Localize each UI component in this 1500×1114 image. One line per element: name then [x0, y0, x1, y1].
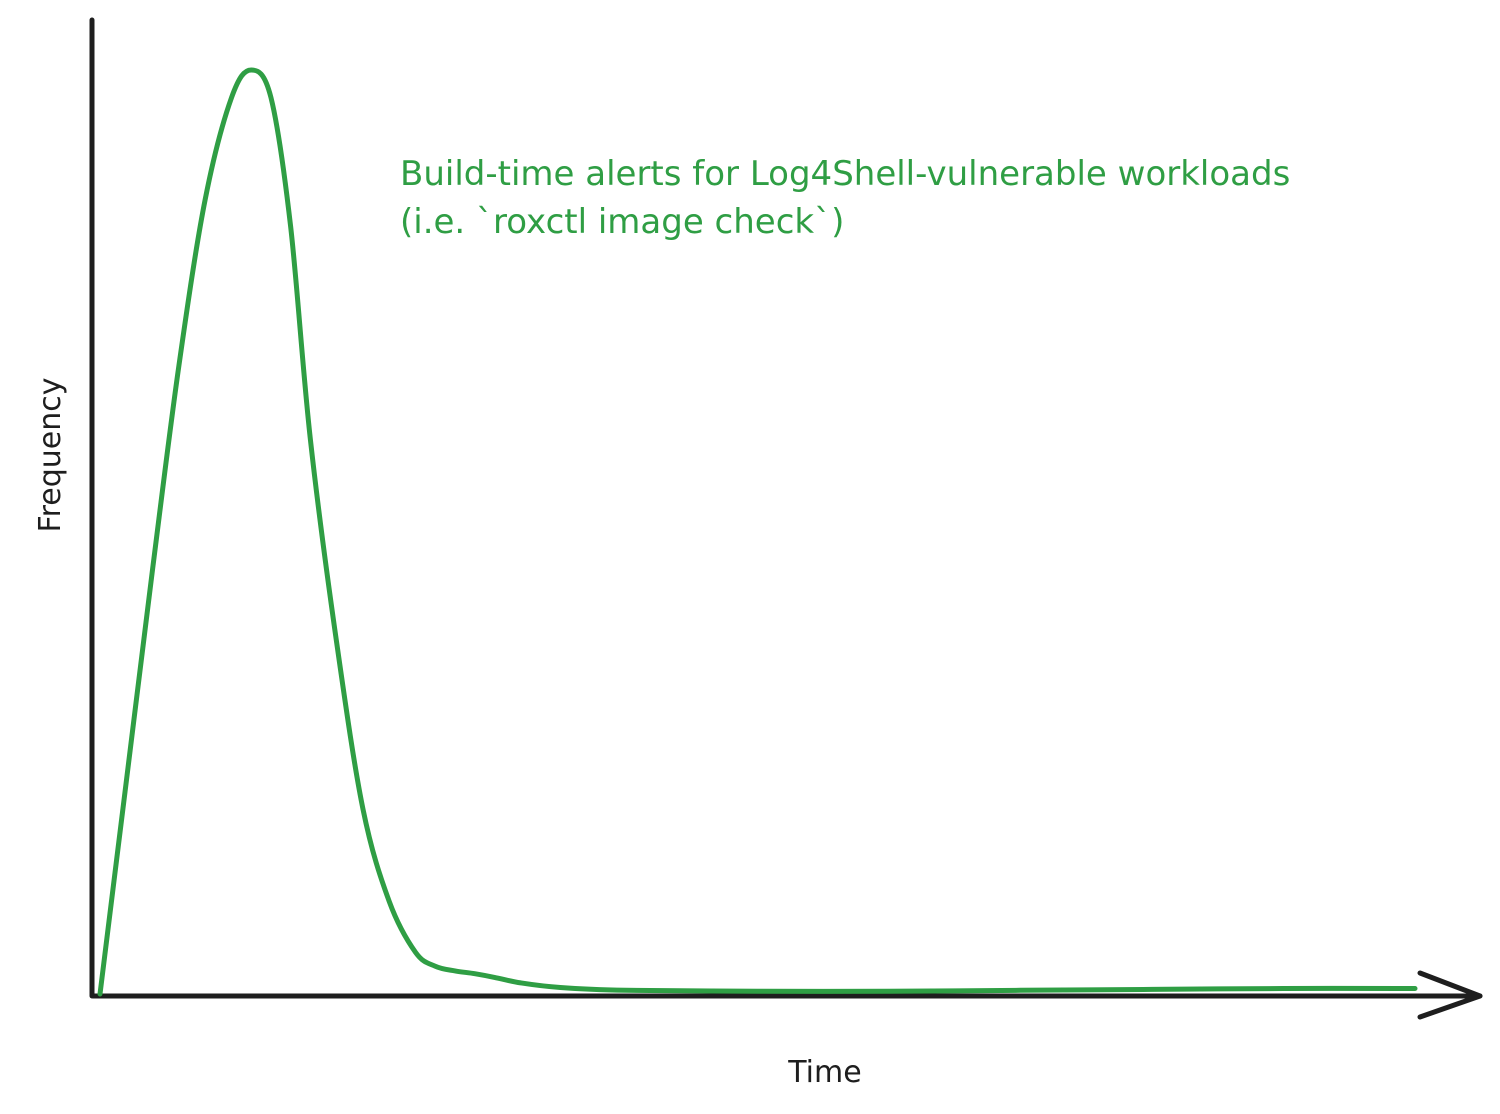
series-line-0 [97, 67, 1418, 997]
x-axis-arrowhead [1417, 970, 1483, 1020]
annotation-line-1: Build-time alerts for Log4Shell-vulnerab… [400, 154, 1290, 194]
series-layer [97, 67, 1418, 997]
y-axis-label: Frequency [33, 378, 68, 533]
annotation-line-2: (i.e. `roxctl image check`) [400, 202, 844, 242]
x-axis [90, 970, 1483, 1020]
x-axis-label: Time [787, 1055, 861, 1090]
